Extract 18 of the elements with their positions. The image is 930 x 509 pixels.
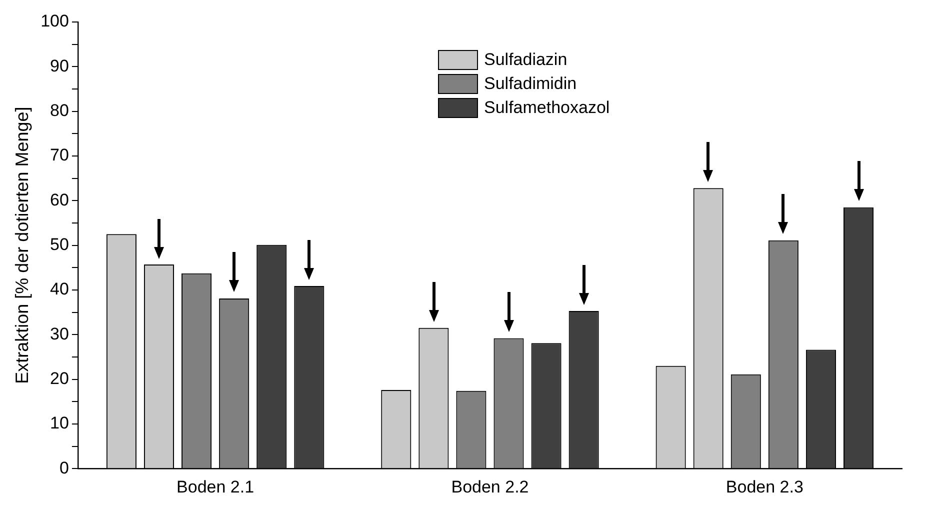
- y-tick-label: 80: [50, 101, 69, 120]
- y-tick-label: 50: [50, 234, 69, 254]
- y-axis-title: Extraktion [% der dotierten Menge]: [12, 106, 32, 384]
- y-tick-label: 0: [59, 458, 69, 478]
- y-tick-label: 30: [50, 324, 69, 344]
- y-tick-label: 20: [50, 368, 69, 388]
- x-tick-label: Boden 2.3: [726, 477, 804, 496]
- y-tick-label: 10: [50, 414, 69, 433]
- legend-label: Sulfadimidin: [484, 74, 577, 94]
- y-tick-label: 70: [50, 146, 69, 165]
- x-tick-label: Boden 2.1: [176, 477, 254, 496]
- y-tick-label: 60: [50, 190, 69, 210]
- y-tick-label: 40: [50, 280, 69, 299]
- x-tick-label: Boden 2.2: [451, 477, 529, 496]
- legend-label: Sulfadiazin: [484, 50, 568, 70]
- legend-label: Sulfamethoxazol: [484, 98, 610, 118]
- y-tick-label: 100: [40, 12, 69, 31]
- y-tick-label: 90: [50, 56, 69, 76]
